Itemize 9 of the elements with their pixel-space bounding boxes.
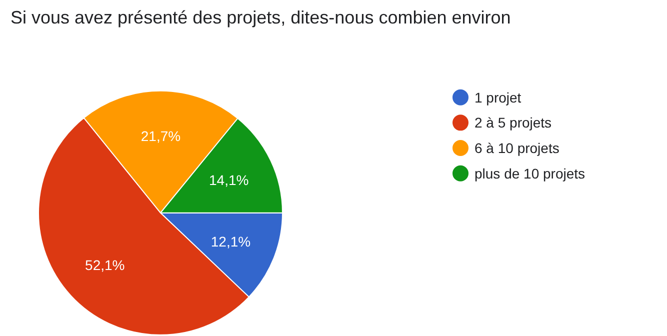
chart-title: Si vous avez présenté des projets, dites-nous combien environ [10, 8, 511, 28]
data-label: 12,1% [210, 233, 251, 250]
data-label: 21,7% [140, 128, 181, 144]
data-label: 14,1% [208, 172, 249, 188]
data-label: 52,1% [85, 256, 125, 273]
legend-label: 6 à 10 projets [474, 140, 560, 156]
legend-label: 1 projet [474, 89, 522, 106]
legend-label: plus de 10 projets [474, 165, 586, 182]
legend-label: 2 à 5 projets [474, 114, 552, 131]
